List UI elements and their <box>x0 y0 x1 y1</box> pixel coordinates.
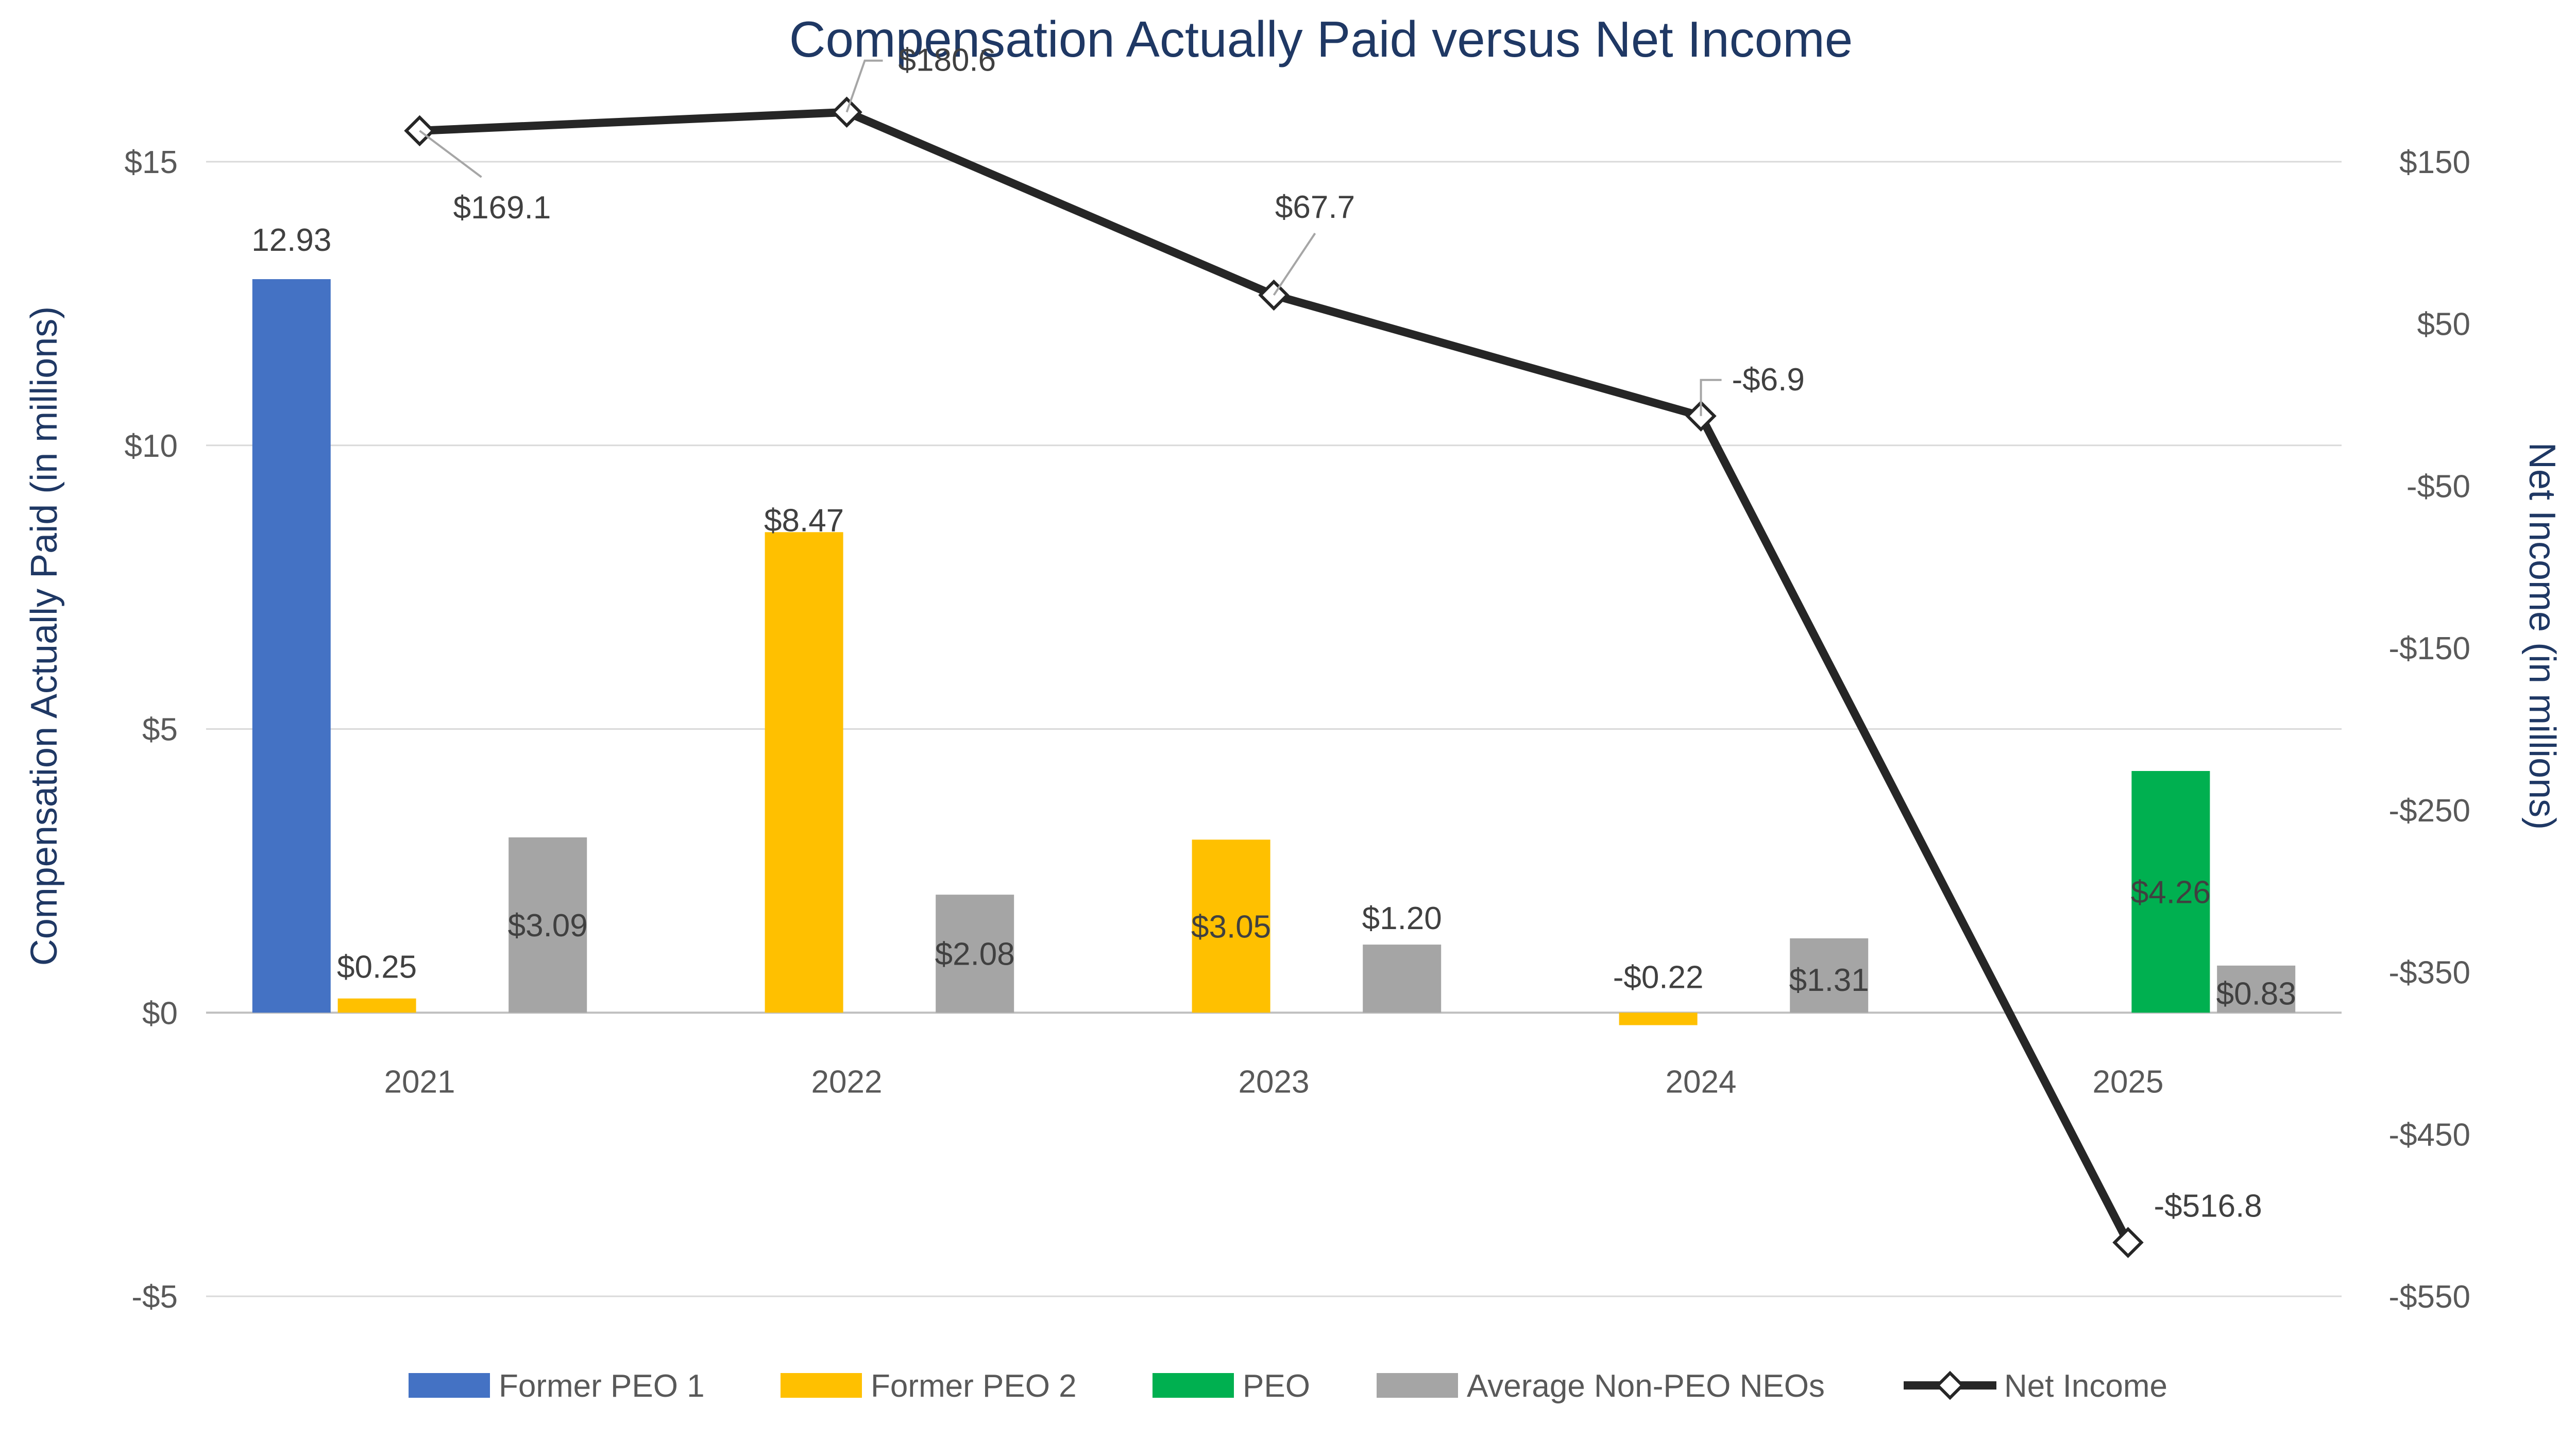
legend-label-former-peo-2: Former PEO 2 <box>871 1368 1077 1404</box>
y2-tick-label: -$50 <box>2406 469 2470 504</box>
bar-average-non-peo-neos-2023 <box>1363 945 1442 1013</box>
net-income-label-2024: -$6.9 <box>1732 362 1805 398</box>
data-label-average-non-peo-neos-2024: $1.31 <box>1789 963 1869 998</box>
y-axis-title: Compensation Actually Paid (in millions) <box>24 306 65 966</box>
leader-line-2024 <box>1700 379 1722 416</box>
legend-label-net-income: Net Income <box>2004 1368 2167 1404</box>
net-income-label-2023: $67.7 <box>1275 190 1355 225</box>
y2-tick-label: -$250 <box>2388 793 2470 829</box>
y2-tick-label: -$450 <box>2388 1117 2470 1153</box>
data-label-former-peo-2-2022: $8.47 <box>764 503 844 538</box>
leader-line-2021 <box>419 130 482 178</box>
legend-label-average-non-peo-neos: Average Non-PEO NEOs <box>1467 1368 1825 1404</box>
x-tick-label: 2025 <box>2093 1064 2164 1100</box>
data-label-former-peo-1-2021: 12.93 <box>251 222 331 258</box>
legend-label-peo: PEO <box>1243 1368 1310 1404</box>
y2-tick-label: -$550 <box>2388 1279 2470 1315</box>
bar-former-peo-1-2021 <box>252 279 331 1013</box>
y2-tick-label: $50 <box>2417 307 2470 342</box>
data-label-average-non-peo-neos-2022: $2.08 <box>935 937 1015 972</box>
gridlines <box>206 161 2342 1297</box>
legend-swatch-average-non-peo-neos <box>1377 1373 1458 1398</box>
data-labels: 12.93 $0.25 $8.47 $3.05 -$0.22 $4.26 $3.09 $2.0… <box>251 43 2296 1224</box>
legend-swatch-former-peo-1 <box>409 1373 490 1398</box>
data-label-peo-2025: $4.26 <box>2131 875 2211 911</box>
y-tick-label: $10 <box>125 428 178 464</box>
bars <box>252 279 2296 1025</box>
y2-tick-label: $150 <box>2399 145 2470 180</box>
y-tick-label: -$5 <box>131 1279 178 1315</box>
leader-line-2022 <box>845 59 883 113</box>
data-label-former-peo-2-2024: -$0.22 <box>1613 959 1704 995</box>
net-income-label-2022: $180.6 <box>899 43 996 78</box>
x-tick-label: 2021 <box>384 1064 455 1100</box>
data-label-average-non-peo-neos-2023: $1.20 <box>1362 901 1442 936</box>
legend-item-former-peo-2: Former PEO 2 <box>781 1368 1077 1404</box>
net-income-marker-2021 <box>404 115 435 147</box>
bar-average-non-peo-neos-2021 <box>509 837 587 1013</box>
y2-tick-label: -$150 <box>2388 631 2470 666</box>
net-income-marker-2025 <box>2112 1227 2144 1258</box>
net-income-label-2025: -$516.8 <box>2154 1189 2262 1224</box>
bar-former-peo-2-2023 <box>1192 839 1270 1013</box>
legend-item-peo: PEO <box>1153 1368 1310 1404</box>
chart-title: Compensation Actually Paid versus Net In… <box>789 11 1853 67</box>
y-tick-label: $5 <box>142 712 178 748</box>
legend-swatch-former-peo-2 <box>781 1373 862 1398</box>
data-label-former-peo-2-2021: $0.25 <box>337 950 417 985</box>
data-label-former-peo-2-2023: $3.05 <box>1191 909 1271 945</box>
net-income-label-2021: $169.1 <box>453 190 551 226</box>
legend-item-former-peo-1: Former PEO 1 <box>409 1368 705 1404</box>
axis-ticks: $15 $10 $5 $0 -$5 $150 $50 -$50 -$150 -$250 -$350 -… <box>125 145 2470 1315</box>
legend-label-former-peo-1: Former PEO 1 <box>499 1368 705 1404</box>
x-tick-label: 2023 <box>1239 1064 1310 1100</box>
y-tick-label: $0 <box>142 996 178 1031</box>
data-label-average-non-peo-neos-2025: $0.83 <box>2216 976 2296 1012</box>
y-tick-label: $15 <box>125 145 178 180</box>
x-tick-label: 2024 <box>1666 1064 1737 1100</box>
bar-former-peo-2-2021 <box>337 998 416 1013</box>
bar-peo-2025 <box>2131 771 2210 1013</box>
bar-average-non-peo-neos-2024 <box>1790 938 1869 1013</box>
bar-former-peo-2-2022 <box>765 532 843 1013</box>
x-tick-label: 2022 <box>811 1064 883 1100</box>
leader-line-2023 <box>1273 232 1316 296</box>
legend-swatch-peo <box>1153 1373 1234 1398</box>
y2-tick-label: -$350 <box>2388 955 2470 991</box>
legend-item-net-income: Net Income <box>1904 1368 2167 1404</box>
data-label-average-non-peo-neos-2021: $3.09 <box>508 908 588 944</box>
legend: Former PEO 1 Former PEO 2 PEO Average Non-P… <box>409 1368 2167 1404</box>
bar-average-non-peo-neos-2022 <box>936 895 1014 1013</box>
bar-average-non-peo-neos-2025 <box>2217 965 2296 1013</box>
bar-former-peo-2-2024 <box>1619 1013 1698 1025</box>
legend-swatch-marker <box>1935 1370 1965 1400</box>
legend-item-average-non-peo-neos: Average Non-PEO NEOs <box>1377 1368 1825 1404</box>
y2-axis-title: Net Income (in millions) <box>2521 442 2563 830</box>
